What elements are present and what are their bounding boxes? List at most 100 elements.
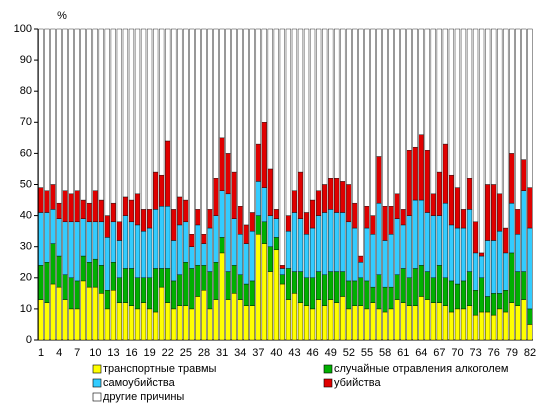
bar-segment xyxy=(122,28,129,198)
bar-segment xyxy=(376,28,382,157)
bar-segment xyxy=(80,28,86,201)
bar-segment xyxy=(291,190,298,213)
x-tick-label: 28 xyxy=(198,347,210,359)
bar-segment xyxy=(364,280,370,310)
bar-segment xyxy=(261,187,267,223)
x-tick-label: 79 xyxy=(506,347,518,359)
bar-segment xyxy=(116,221,123,241)
bar-segment xyxy=(436,28,442,173)
legend-swatch xyxy=(92,392,102,402)
bar-segment xyxy=(237,28,243,207)
bar-segment xyxy=(412,28,418,148)
bar-segment xyxy=(448,224,455,282)
x-tick-label: 55 xyxy=(361,347,373,359)
bar-segment xyxy=(370,302,376,341)
bar-segment xyxy=(128,221,135,269)
bar-segment xyxy=(50,243,56,285)
bar-segment xyxy=(152,209,159,269)
bar-segment xyxy=(418,134,424,201)
bar-segment xyxy=(146,28,153,210)
bar-segment xyxy=(159,268,165,288)
bar-segment xyxy=(140,28,147,210)
bar-segment xyxy=(128,268,135,306)
bar-segment xyxy=(322,28,328,185)
bar-segment xyxy=(44,190,50,213)
bar-segment xyxy=(388,308,394,341)
bar-segment xyxy=(394,274,400,300)
bar-segment xyxy=(128,305,135,341)
bar-segment xyxy=(315,190,322,216)
x-tick-label: 13 xyxy=(107,347,119,359)
bar-segment xyxy=(521,159,527,191)
bar-segment xyxy=(98,293,104,341)
bar-segment xyxy=(334,271,340,303)
bar-segment xyxy=(400,268,406,303)
bar-segment xyxy=(92,221,98,260)
bar-segment xyxy=(291,28,298,191)
x-tick-label: 37 xyxy=(252,347,264,359)
bar-segment xyxy=(334,178,340,213)
bar-segment xyxy=(352,227,358,282)
bar-segment xyxy=(62,28,68,191)
bar-segment xyxy=(394,193,400,219)
bar-segment xyxy=(116,28,123,223)
bar-segment xyxy=(207,209,213,229)
bar-segment xyxy=(418,296,424,341)
bar-segment xyxy=(521,271,527,300)
bar-segment xyxy=(515,28,521,210)
bar-segment xyxy=(328,178,334,210)
bar-segment xyxy=(382,311,388,341)
bar-segment xyxy=(261,28,267,123)
bar-segment xyxy=(352,28,358,204)
bar-segment xyxy=(152,268,159,313)
bar-segment xyxy=(521,28,527,160)
bar-segment xyxy=(309,277,316,310)
bar-segment xyxy=(424,28,430,151)
bar-segment xyxy=(195,28,201,210)
bar-segment xyxy=(430,277,436,303)
bar-segment xyxy=(165,28,171,142)
bar-segment xyxy=(183,221,189,263)
bar-segment xyxy=(50,184,56,210)
bar-segment xyxy=(92,28,98,191)
bar-segment xyxy=(267,215,273,247)
bar-segment xyxy=(56,202,62,219)
bar-segment xyxy=(285,230,292,269)
bar-segment xyxy=(237,274,243,300)
bar-segment xyxy=(472,28,479,223)
bar-segment xyxy=(255,215,261,235)
bar-segment xyxy=(527,308,533,325)
bar-segment xyxy=(285,28,292,216)
bar-segment xyxy=(346,184,352,223)
bar-segment xyxy=(309,28,316,201)
bar-segment xyxy=(56,218,62,257)
x-tick-label: 64 xyxy=(415,347,427,359)
bar-segment xyxy=(225,28,231,154)
bar-segment xyxy=(201,234,207,244)
bar-segment xyxy=(376,274,382,310)
bar-segment xyxy=(388,28,394,207)
y-tick-label: 20 xyxy=(20,272,32,284)
bar-segment xyxy=(309,199,316,229)
bar-segment xyxy=(315,215,322,272)
bar-segment xyxy=(116,302,123,341)
bar-segment xyxy=(237,206,243,235)
bar-segment xyxy=(497,193,503,232)
bar-segment xyxy=(38,212,44,266)
bar-segment xyxy=(322,212,328,275)
bar-segment xyxy=(98,28,104,201)
bar-segment xyxy=(134,193,141,226)
bar-segment xyxy=(267,28,273,170)
bar-segment xyxy=(424,150,430,213)
bar-segment xyxy=(171,28,177,210)
bar-segment xyxy=(273,28,279,210)
x-tick-label: 73 xyxy=(470,347,482,359)
bar-segment xyxy=(140,302,147,341)
bar-segment xyxy=(466,28,473,179)
bar-segment xyxy=(104,237,110,291)
bar-segment xyxy=(454,283,461,310)
bar-segment xyxy=(80,255,86,282)
bar-segment xyxy=(466,178,473,210)
bar-segment xyxy=(430,28,436,195)
